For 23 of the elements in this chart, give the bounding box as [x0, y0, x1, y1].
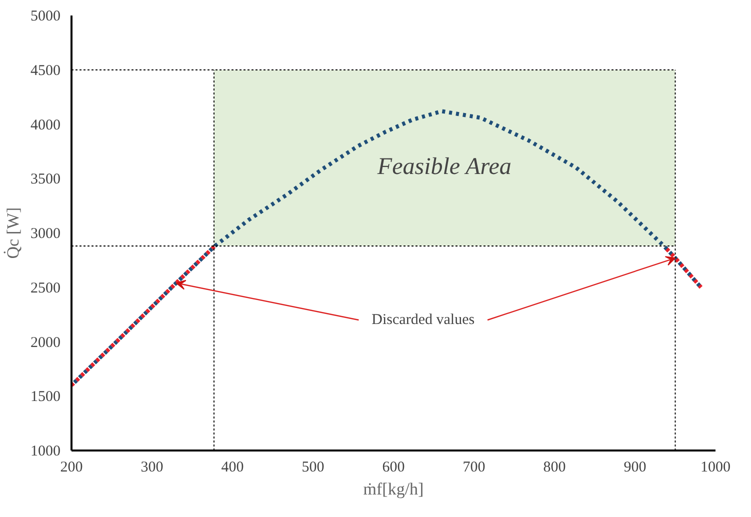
y-tick-label: 1000: [30, 444, 60, 460]
x-tick-label: 500: [302, 460, 324, 476]
y-tick-label: 4500: [30, 62, 60, 79]
x-tick-label: 800: [543, 460, 566, 476]
y-tick-label: 1500: [30, 389, 60, 406]
x-tick-label: 200: [60, 460, 83, 476]
y-tick-label: 4000: [30, 117, 60, 134]
x-tick-label: 700: [462, 460, 486, 476]
y-tick-label: 3000: [30, 226, 60, 242]
x-tick-label: 400: [221, 460, 244, 476]
band-label: Feasible Area: [376, 154, 512, 180]
x-tick-label: 300: [140, 460, 164, 476]
y-tick-label: 2000: [30, 334, 60, 351]
x-axis-title: ṁf[kg/h]: [363, 480, 424, 498]
y-tick-label: 3500: [30, 172, 60, 188]
y-axis-title: Q̇c [W]: [3, 207, 22, 259]
x-tick-label: 1000: [700, 460, 730, 476]
y-tick-label: 2500: [30, 280, 60, 296]
x-tick-label: 600: [382, 460, 405, 476]
line-series: [72, 244, 217, 388]
x-tick-label: 900: [624, 460, 646, 476]
annotation: Discarded values: [372, 312, 475, 328]
y-tick-label: 5000: [30, 8, 60, 24]
